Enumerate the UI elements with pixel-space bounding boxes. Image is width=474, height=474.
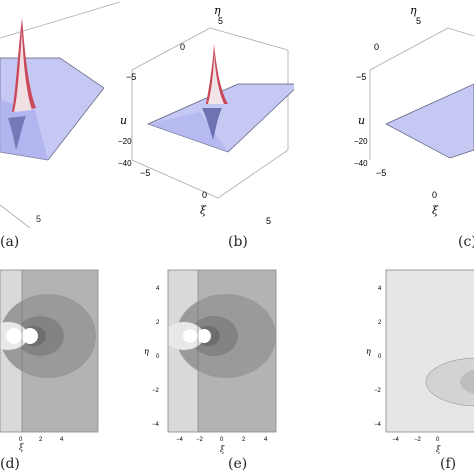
- u-label-c: u: [358, 114, 365, 127]
- contour-plot-f: 4 2 0 −2 −4 η −4 −2 0 ξ: [360, 262, 474, 454]
- u-tick-c: −20: [354, 137, 368, 146]
- contour-plot-e: 4 2 0 −2 −4 η −4 −2 0 2 4 ξ: [140, 262, 280, 454]
- xi-tick-f: 0: [436, 437, 440, 443]
- eta-label-c: η: [410, 4, 417, 17]
- xi-tick-b: 0: [202, 190, 207, 200]
- xi-tick-b: −5: [140, 168, 150, 178]
- xi-label-b: ξ: [200, 204, 207, 217]
- caption-f: (f): [440, 456, 457, 472]
- xi-tick-e: −4: [176, 437, 184, 443]
- xi-tick-e: 0: [220, 437, 224, 443]
- xi-label-d: ξ: [19, 443, 24, 452]
- eta-label-f: η: [366, 347, 371, 356]
- eta-tick-f: 0: [378, 354, 382, 360]
- caption-d: (d): [0, 456, 20, 472]
- u-tick-b: −40: [118, 159, 132, 168]
- eta-label-b: η: [214, 4, 221, 17]
- eta-tick-f: −2: [374, 388, 382, 394]
- surface-plot-c: η 5 0 −5 u −20 −40 −5 0 ξ: [340, 0, 474, 232]
- xi-label-c: ξ: [432, 204, 439, 217]
- eta-tick-c: −5: [356, 72, 366, 82]
- xi-tick-e: −2: [196, 437, 204, 443]
- xi-tick-d: 2: [39, 437, 43, 443]
- eta-tick-f: 2: [378, 320, 382, 326]
- xi-tick-f: −2: [414, 437, 422, 443]
- caption-c: (c): [458, 234, 474, 250]
- surface-plot-a: 5: [0, 0, 120, 228]
- eta-tick-c: 5: [416, 16, 421, 26]
- eta-tick-b: 0: [180, 42, 185, 52]
- u-label-b: u: [120, 114, 127, 127]
- caption-a: (a): [0, 234, 20, 250]
- xi-tick-b: 5: [266, 216, 271, 226]
- eta-tick-b: −5: [126, 72, 136, 82]
- xi-tick-d: 4: [60, 437, 64, 443]
- contour-plot-d: 0 2 4 ξ: [0, 262, 110, 452]
- caption-e: (e): [228, 456, 248, 472]
- xi-tick-c: −5: [376, 168, 386, 178]
- xi-tick-e: 4: [264, 437, 268, 443]
- eta-tick-f: −4: [374, 422, 382, 428]
- xi-tick-f: −4: [392, 437, 400, 443]
- eta-tick-e: 2: [156, 320, 160, 326]
- eta-tick-e: 0: [156, 354, 160, 360]
- eta-tick-e: 4: [156, 286, 160, 292]
- eta-tick-c: 0: [374, 42, 379, 52]
- caption-b: (b): [228, 234, 248, 250]
- xi-label-f: ξ: [436, 445, 441, 454]
- eta-tick-b: 5: [218, 16, 223, 26]
- u-tick-b: −20: [118, 137, 132, 146]
- xi-tick-5-a: 5: [36, 214, 41, 224]
- surface-plot-b: η 5 0 −5 u −20 −40 −5 0 ξ 5: [118, 0, 294, 232]
- xi-tick-c: 0: [432, 190, 437, 200]
- eta-tick-e: −2: [152, 388, 160, 394]
- surface-plane: [385, 83, 474, 159]
- xi-tick-d: 0: [19, 437, 23, 443]
- xi-tick-e: 2: [242, 437, 246, 443]
- u-tick-c: −40: [354, 159, 368, 168]
- eta-tick-f: 4: [378, 286, 382, 292]
- eta-tick-e: −4: [152, 422, 160, 428]
- xi-label-e: ξ: [220, 445, 225, 454]
- eta-label-e: η: [144, 347, 149, 356]
